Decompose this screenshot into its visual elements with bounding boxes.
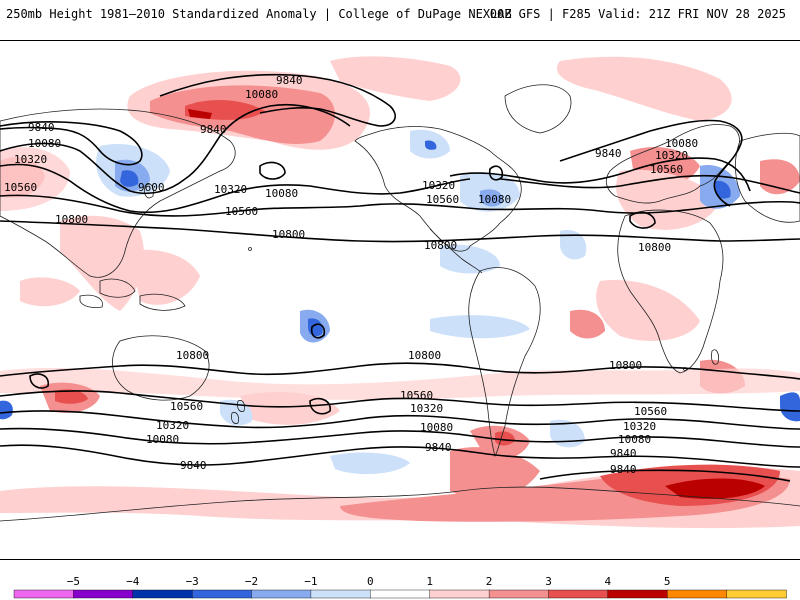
colorbar-swatch [132,589,193,599]
contour-label: 10800 [408,349,441,362]
colorbar-tick-label: 3 [545,575,552,588]
contour-label: 10080 [245,88,278,101]
contour-label: 10560 [426,193,459,206]
contour-label: 10080 [478,193,511,206]
contour-label: 10320 [410,402,443,415]
colorbar-swatch [488,589,550,599]
anomaly-fills [0,56,800,529]
colorbar-swatch [251,589,312,599]
contour-label: 10560 [4,181,37,194]
colorbar-swatches [13,589,787,599]
contour-label: 10560 [170,400,203,413]
colorbar-swatch [13,589,75,599]
contour-label: 10080 [665,137,698,150]
colorbar-swatch [310,589,371,599]
contour-label: 10800 [272,228,305,241]
height-contours [0,73,800,482]
contour-label: 9840 [610,463,637,476]
map-title: 250mb Height 1981–2010 Standardized Anom… [6,7,512,21]
contour-label: 9840 [595,147,622,160]
colorbar-tick-label: −2 [245,575,258,588]
contour-label: 10080 [618,433,651,446]
header: 250mb Height 1981–2010 Standardized Anom… [0,0,800,40]
contour-label: 10320 [623,420,656,433]
model-valid-time: 00Z GFS | F285 Valid: 21Z FRI NOV 28 202… [489,7,786,21]
colorbar-swatch [73,589,134,599]
contour-label: 10560 [634,405,667,418]
contour-label: 9840 [610,447,637,460]
contour-label: 10800 [638,241,671,254]
anomaly-map: 9840 10080 9840 9840 10080 10320 10560 9… [0,40,800,560]
colorbar-ticks: −5 −4 −3 −2 −1 0 1 2 3 4 5 [67,575,671,588]
coastlines [0,84,800,522]
colorbar-tick-label: −5 [67,575,80,588]
contour-label: 10800 [176,349,209,362]
contour-label: 9600 [138,181,165,194]
contour-label: 10560 [225,205,258,218]
colorbar-tick-label: −3 [186,575,199,588]
contour-label: 10320 [655,149,688,162]
contour-label: 10800 [55,213,88,226]
colorbar-swatch [370,589,431,599]
contour-label: 9840 [425,441,452,454]
colorbar-tick-label: 4 [604,575,611,588]
contour-label: 10080 [265,187,298,200]
colorbar: −5 −4 −3 −2 −1 0 1 2 3 4 5 [13,575,787,599]
colorbar-tick-label: −4 [126,575,140,588]
contour-label: 10320 [422,179,455,192]
colorbar-swatch [607,589,668,599]
colorbar-tick-label: −1 [304,575,317,588]
colorbar-tick-label: 0 [367,575,374,588]
colorbar-swatch [191,589,253,599]
contour-label: 9840 [28,121,55,134]
contour-label: 10320 [14,153,47,166]
contour-labels: 9840 10080 9840 9840 10080 10320 10560 9… [4,74,698,476]
contour-label: 10320 [156,419,189,432]
contour-label: 10800 [609,359,642,372]
colorbar-tick-label: 1 [426,575,433,588]
contour-label: 10560 [400,389,433,402]
colorbar-tick-label: 2 [486,575,493,588]
contour-label: 9840 [200,123,227,136]
contour-label: 9840 [276,74,303,87]
colorbar-tick-label: 5 [664,575,671,588]
contour-label: 10080 [28,137,61,150]
colorbar-swatch [548,589,609,599]
contour-label: 10080 [420,421,453,434]
colorbar-swatch [726,589,787,599]
contour-label: 9840 [180,459,207,472]
contour-label: 10560 [650,163,683,176]
colorbar-swatch [429,589,490,599]
contour-label: 10320 [214,183,247,196]
contour-label: 10800 [424,239,457,252]
contour-label: 10080 [146,433,179,446]
colorbar-swatch [667,589,728,599]
